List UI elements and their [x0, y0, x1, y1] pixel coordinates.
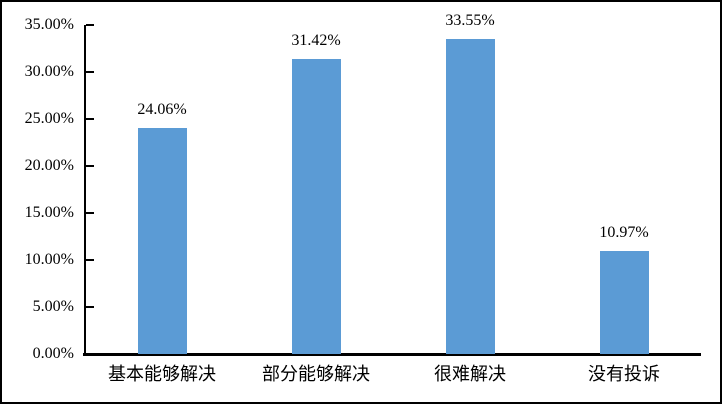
y-tick-mark: [86, 212, 94, 214]
y-tick-label: 30.00%: [24, 63, 74, 80]
x-category-label: 没有投诉: [588, 364, 660, 384]
bar: [446, 39, 495, 354]
y-tick-mark: [86, 353, 94, 355]
y-tick-label: 0.00%: [32, 345, 74, 362]
y-axis-line: [84, 25, 86, 356]
bar-value-label: 24.06%: [137, 101, 187, 118]
y-tick-mark: [86, 306, 94, 308]
y-tick-label: 20.00%: [24, 157, 74, 174]
y-tick-label: 10.00%: [24, 251, 74, 268]
bar: [138, 128, 187, 354]
y-tick-mark: [86, 118, 94, 120]
x-category-label: 很难解决: [434, 364, 506, 384]
x-axis-line: [83, 353, 701, 356]
y-tick-label: 15.00%: [24, 204, 74, 221]
x-category-label: 部分能够解决: [262, 364, 370, 384]
y-tick-mark: [86, 259, 94, 261]
y-tick-mark: [86, 165, 94, 167]
bar-value-label: 10.97%: [599, 224, 649, 241]
y-tick-mark: [86, 71, 94, 73]
y-tick-label: 35.00%: [24, 16, 74, 33]
y-tick-label: 5.00%: [32, 298, 74, 315]
bar: [292, 59, 341, 354]
x-category-label: 基本能够解决: [108, 364, 216, 384]
y-tick-label: 25.00%: [24, 110, 74, 127]
bar-value-label: 31.42%: [291, 32, 341, 49]
y-tick-mark: [86, 24, 94, 26]
bar-value-label: 33.55%: [445, 12, 495, 29]
bar: [600, 251, 649, 354]
